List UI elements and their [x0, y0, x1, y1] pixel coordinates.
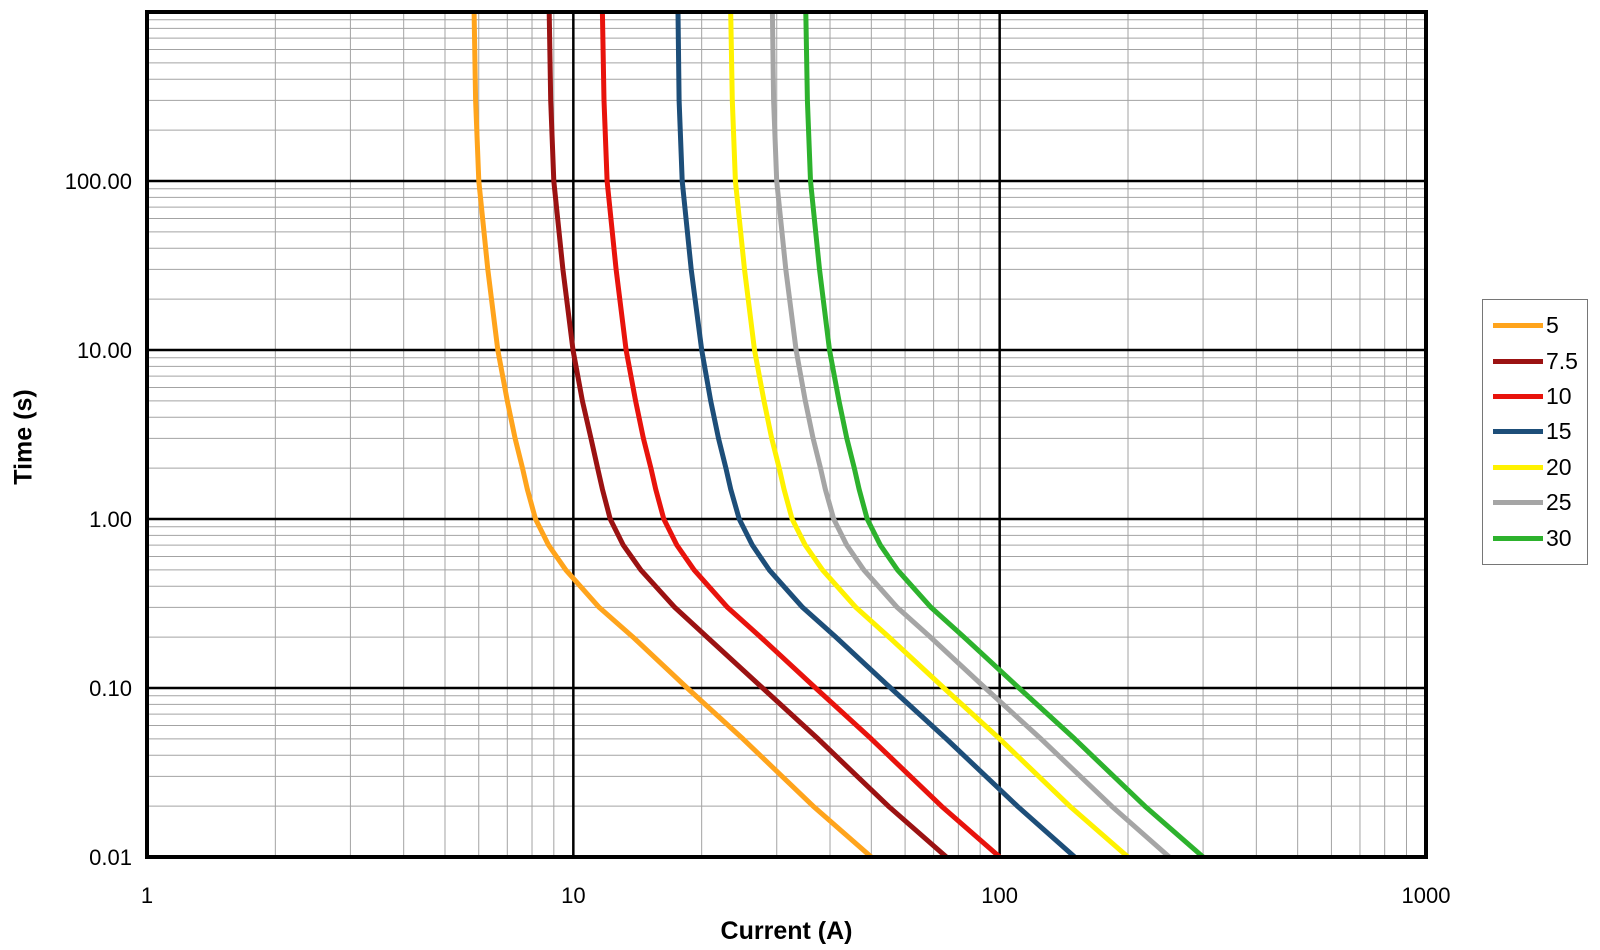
y-tick-label: 10.00: [77, 338, 132, 363]
legend-label: 15: [1546, 418, 1572, 445]
legend-label: 5: [1546, 312, 1559, 339]
legend-line-swatch: [1493, 358, 1543, 364]
legend-label: 25: [1546, 489, 1572, 516]
legend-label: 7.5: [1546, 347, 1578, 374]
legend-line-swatch: [1493, 535, 1543, 541]
trip-curve-7.5: [546, 12, 949, 857]
plot-border: [145, 10, 1428, 859]
trip-curve-5: [471, 12, 874, 857]
x-tick-label: 100: [981, 883, 1018, 908]
trip-curve-30: [803, 12, 1206, 857]
legend-line-swatch: [1493, 500, 1543, 506]
legend-line-swatch: [1493, 429, 1543, 435]
trip-curve-15: [675, 12, 1078, 857]
trip-curve-10: [599, 12, 1003, 857]
trip-curve-20: [728, 12, 1131, 857]
legend-item-30: 30: [1493, 524, 1585, 551]
legend-label: 10: [1546, 383, 1572, 410]
legend-label: 30: [1546, 524, 1572, 551]
legend-line-swatch: [1493, 323, 1543, 329]
y-tick-label: 1.00: [89, 507, 132, 532]
x-tick-label: 1: [141, 883, 153, 908]
x-axis-title: Current (A): [720, 917, 853, 945]
trip-curve-25: [769, 12, 1172, 857]
legend-label: 20: [1546, 453, 1572, 480]
legend-item-10: 10: [1493, 385, 1585, 408]
x-tick-label: 1000: [1402, 883, 1451, 908]
legend-line-swatch: [1493, 464, 1543, 470]
x-tick-label: 10: [561, 883, 585, 908]
y-axis-title: Time (s): [9, 389, 38, 485]
legend-item-25: 25: [1493, 491, 1585, 514]
legend-item-5: 5: [1493, 314, 1585, 337]
y-tick-label: 0.01: [89, 845, 132, 870]
legend-line-swatch: [1493, 394, 1543, 400]
legend: 5 7.5 10 15 20 25 30: [1482, 299, 1588, 565]
curves-group: [471, 12, 1206, 857]
legend-item-20: 20: [1493, 453, 1585, 480]
y-tick-label: 100.00: [65, 169, 132, 194]
legend-item-15: 15: [1493, 420, 1585, 443]
legend-item-7.5: 7.5: [1493, 347, 1585, 374]
y-tick-label: 0.10: [89, 676, 132, 701]
plot-background: [147, 12, 1426, 857]
